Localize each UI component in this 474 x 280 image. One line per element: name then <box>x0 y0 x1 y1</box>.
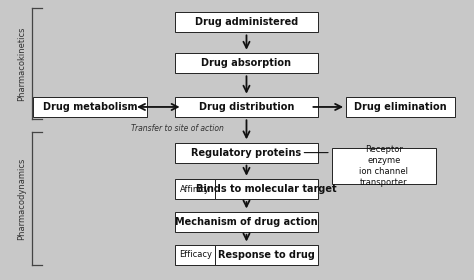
Text: Drug distribution: Drug distribution <box>199 102 294 112</box>
FancyBboxPatch shape <box>175 97 318 117</box>
Text: Pharmacodynamics: Pharmacodynamics <box>18 158 26 240</box>
Text: Mechanism of drug action: Mechanism of drug action <box>175 217 318 227</box>
Text: Efficacy: Efficacy <box>179 250 212 259</box>
FancyBboxPatch shape <box>175 179 215 199</box>
FancyBboxPatch shape <box>175 53 318 73</box>
FancyBboxPatch shape <box>175 12 318 32</box>
Text: Response to drug: Response to drug <box>218 250 315 260</box>
FancyBboxPatch shape <box>175 212 318 232</box>
Text: Drug absorption: Drug absorption <box>201 58 292 68</box>
Text: Pharmacokinetics: Pharmacokinetics <box>18 26 26 101</box>
Text: Receptor
enzyme
ion channel
transporter: Receptor enzyme ion channel transporter <box>359 144 409 187</box>
Text: Affinity: Affinity <box>180 185 210 193</box>
FancyBboxPatch shape <box>215 245 318 265</box>
FancyBboxPatch shape <box>175 245 215 265</box>
Text: Drug metabolism: Drug metabolism <box>43 102 137 112</box>
FancyBboxPatch shape <box>215 179 318 199</box>
FancyBboxPatch shape <box>332 148 436 184</box>
FancyBboxPatch shape <box>346 97 455 117</box>
Text: Binds to molecular target: Binds to molecular target <box>196 184 337 194</box>
FancyBboxPatch shape <box>33 97 147 117</box>
FancyBboxPatch shape <box>175 143 318 163</box>
Text: Drug administered: Drug administered <box>195 17 298 27</box>
Text: Transfer to site of action: Transfer to site of action <box>131 124 224 133</box>
Text: Regulatory proteins: Regulatory proteins <box>191 148 301 158</box>
Text: Drug elimination: Drug elimination <box>354 102 447 112</box>
